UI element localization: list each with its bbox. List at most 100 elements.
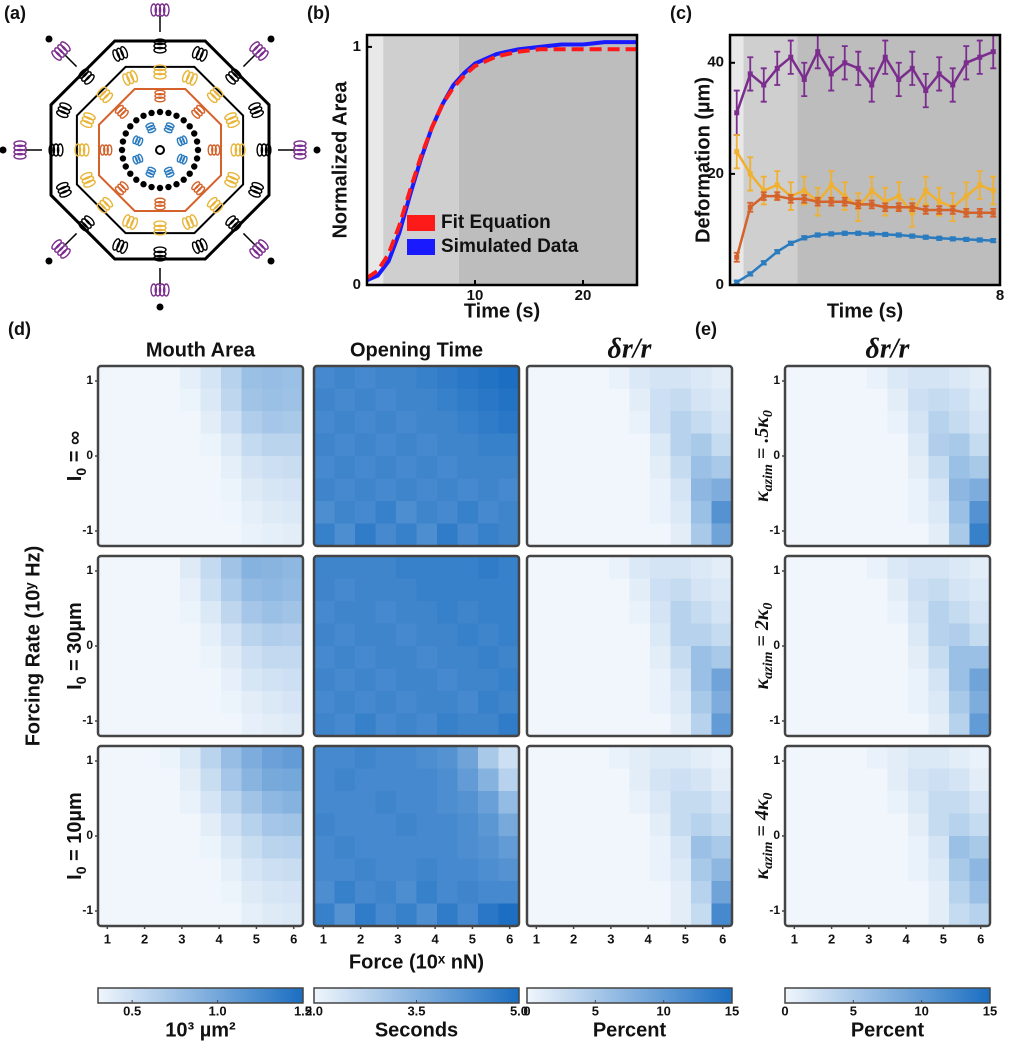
heat-cell [457,501,479,524]
heat-cell [805,623,827,647]
heat-cell [200,768,222,792]
marker [788,54,794,60]
heat-cell [928,366,950,389]
heat-cell [159,791,181,814]
coil [48,143,64,157]
coil-loop [126,71,135,85]
x-tick-label: 4 [903,931,911,946]
heat-cell [547,623,569,647]
heat-cell [908,433,929,457]
heat-cell [355,623,376,647]
coil-loop [153,254,167,262]
coil-loop [158,3,166,17]
heat-cell [846,578,868,602]
heat-cell [416,646,438,669]
heat-cell [314,366,335,389]
heat-cell [867,388,888,412]
marker [990,210,996,216]
heat-cell [711,858,733,882]
coil-loop [154,197,166,204]
bead [180,117,187,124]
tether [242,232,256,246]
heat-cell [785,746,806,769]
heat-cell [200,433,222,457]
heat-cell [498,623,520,647]
heat-cell [711,791,733,814]
marker [977,210,983,216]
coil [191,45,208,62]
heat-cell [241,813,263,837]
heat-cell [527,881,548,904]
heat-cell [118,388,140,412]
coil-loop [227,119,241,129]
heat-cell [139,791,160,814]
coil [206,86,224,104]
heat-cell [928,411,950,434]
heat-cell [650,578,671,602]
heat-cell [180,746,201,769]
heat-cell [396,578,417,602]
heat-cell [282,691,304,714]
y-tick-label: 0 [773,448,780,462]
heat-cell [867,478,888,502]
heat-cell [180,523,201,547]
heat-cell [588,668,610,692]
marker [963,236,969,242]
heat-cell [396,746,417,769]
heat-cell [846,668,868,692]
heat-cell [908,523,929,547]
coil-loop [13,148,27,156]
heat-cell [437,813,458,837]
heat-cell [629,623,651,647]
heat-cell [416,556,438,579]
heat-cell [314,646,335,669]
heat-cell [241,478,263,502]
heat-cell [498,691,520,714]
heat-cell [908,691,929,714]
heat-cell [200,556,222,579]
heat-cell [949,433,970,457]
marker [788,240,794,246]
heat-cell [805,713,827,737]
heat-cell [98,556,119,579]
heat-cell [547,388,569,412]
coil-loop [119,45,129,59]
heat-cell [478,501,499,524]
marker [801,76,807,82]
heat-cell [650,456,671,479]
heat-cell [711,556,733,579]
heat-cell [180,903,201,927]
x-tick-label: 2 [828,931,835,946]
coil-loop [129,69,139,83]
heat-cell [221,691,242,714]
heat-cell [478,813,499,837]
heat-cell [478,691,499,714]
heat-cell [396,623,417,647]
colorbar-tick-label: 0.5 [123,1003,141,1018]
row-label-part: = 2κ [751,609,773,651]
heat-cell [221,523,242,547]
heat-cell [282,646,304,669]
heat-cell [670,578,692,602]
x-tick-label: 5 [682,931,689,946]
heat-cell [867,501,888,524]
heat-cell [375,556,397,579]
heat-cell [846,388,868,412]
heat-cell [969,523,991,547]
coil-loop [293,148,307,156]
row-label-part: 0 [73,468,89,476]
bead [165,109,172,117]
colorbar-label: Seconds [375,1019,458,1041]
coil-loop [132,135,139,145]
heat-cell [568,388,589,412]
heat-cell [396,478,417,502]
coil-loop [264,143,272,157]
heat-cell [805,523,827,547]
heat-cell [670,858,692,882]
heat-cell [969,388,991,412]
heat-cell [928,791,950,814]
heat-cell [375,456,397,479]
heat-cell [547,836,569,859]
marker [855,230,861,236]
heat-cell [334,768,356,792]
